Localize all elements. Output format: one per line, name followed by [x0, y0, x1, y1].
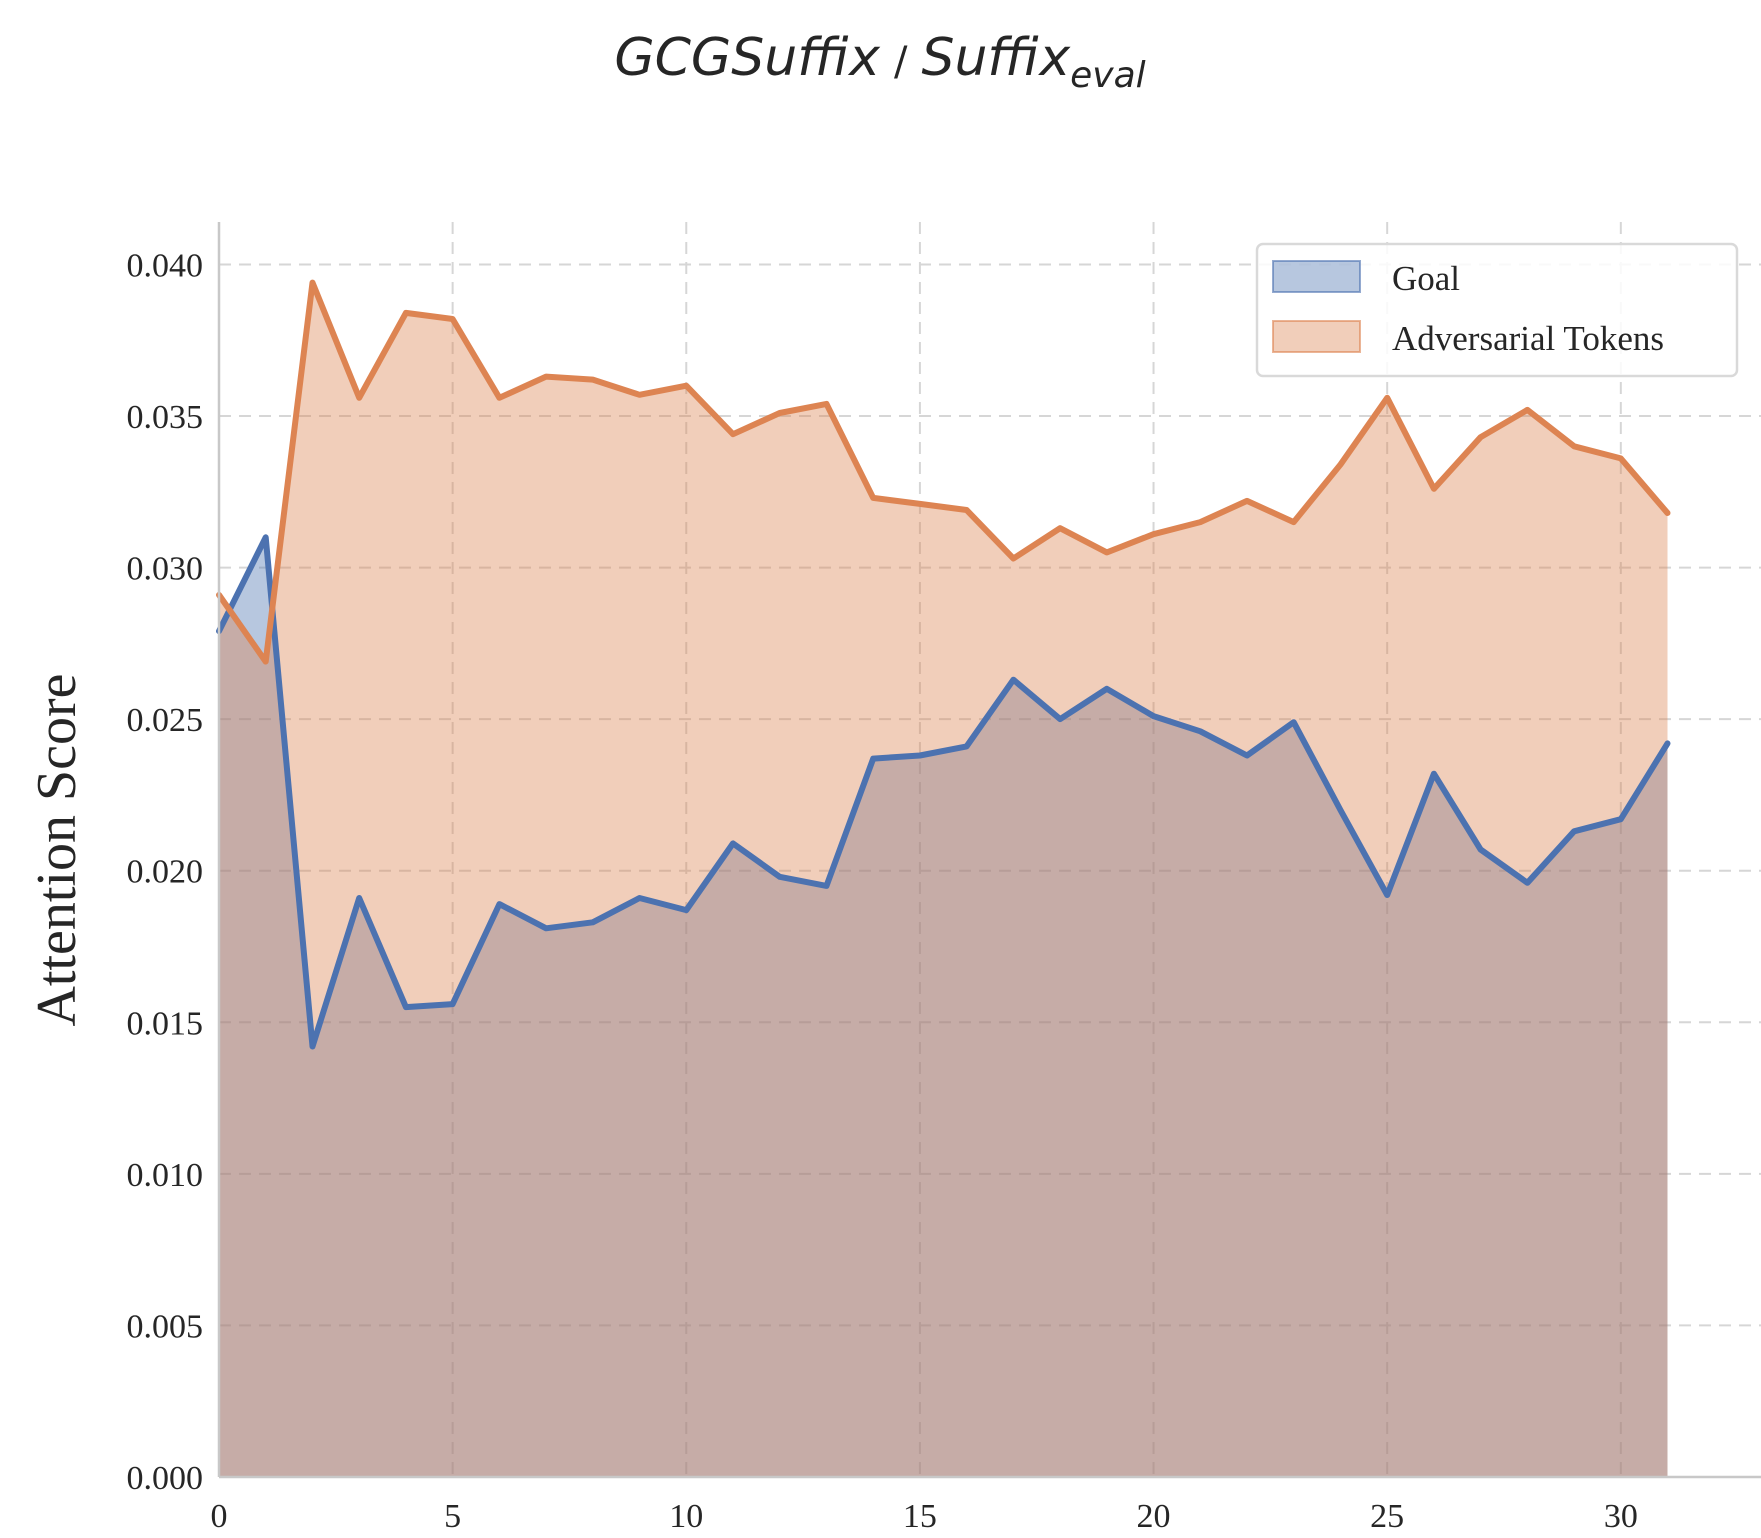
y-tick-label: 0.035 [127, 399, 204, 436]
legend-frame [1255, 242, 1739, 378]
x-tick-label: 10 [669, 1498, 703, 1535]
y-tick-label: 0.015 [127, 1005, 204, 1042]
y-tick-label: 0.000 [127, 1460, 204, 1497]
legend-swatch-adversarial-tokens [1272, 320, 1361, 353]
series-lines [216, 279, 1671, 1050]
y-tick-label: 0.025 [127, 702, 204, 739]
area-goal [219, 537, 1668, 1477]
chart-title: GCGSuffix / Suffixeval [614, 28, 1145, 96]
area-fills [219, 282, 1668, 1478]
title-second: Suffix [921, 28, 1071, 88]
legend-label-adversarial-tokens: Adversarial Tokens [1392, 319, 1664, 358]
area-adversarial-tokens [219, 282, 1668, 1478]
y-tick-label: 0.010 [127, 1157, 204, 1194]
title-main: GCGSuffix [614, 28, 881, 88]
legend-label-goal: Goal [1392, 259, 1460, 298]
line-goal [216, 534, 1671, 1050]
y-tick-label: 0.040 [127, 247, 204, 284]
legend: Goal Adversarial Tokens [1255, 242, 1739, 378]
legend-swatch-goal [1272, 260, 1361, 293]
line-adversarial-tokens [216, 279, 1671, 665]
y-tick-label: 0.030 [127, 551, 204, 588]
x-tick-labels: 0 5 10 15 20 25 30 [211, 1498, 1638, 1535]
y-tick-labels: 0.000 0.005 0.010 0.015 0.020 0.025 0.030 0.035… [127, 247, 204, 1497]
y-axis-label: Attention Score [26, 673, 88, 1026]
x-tick-label: 25 [1370, 1498, 1404, 1535]
x-tick-label: 20 [1137, 1498, 1171, 1535]
x-tick-label: 5 [444, 1498, 461, 1535]
x-tick-label: 15 [903, 1498, 937, 1535]
x-tick-label: 0 [211, 1498, 228, 1535]
title-separator: / [894, 39, 908, 85]
y-tick-label: 0.005 [127, 1308, 204, 1345]
x-tick-label: 30 [1604, 1498, 1638, 1535]
y-tick-label: 0.020 [127, 854, 204, 891]
title-second-subscript: eval [1070, 55, 1146, 96]
